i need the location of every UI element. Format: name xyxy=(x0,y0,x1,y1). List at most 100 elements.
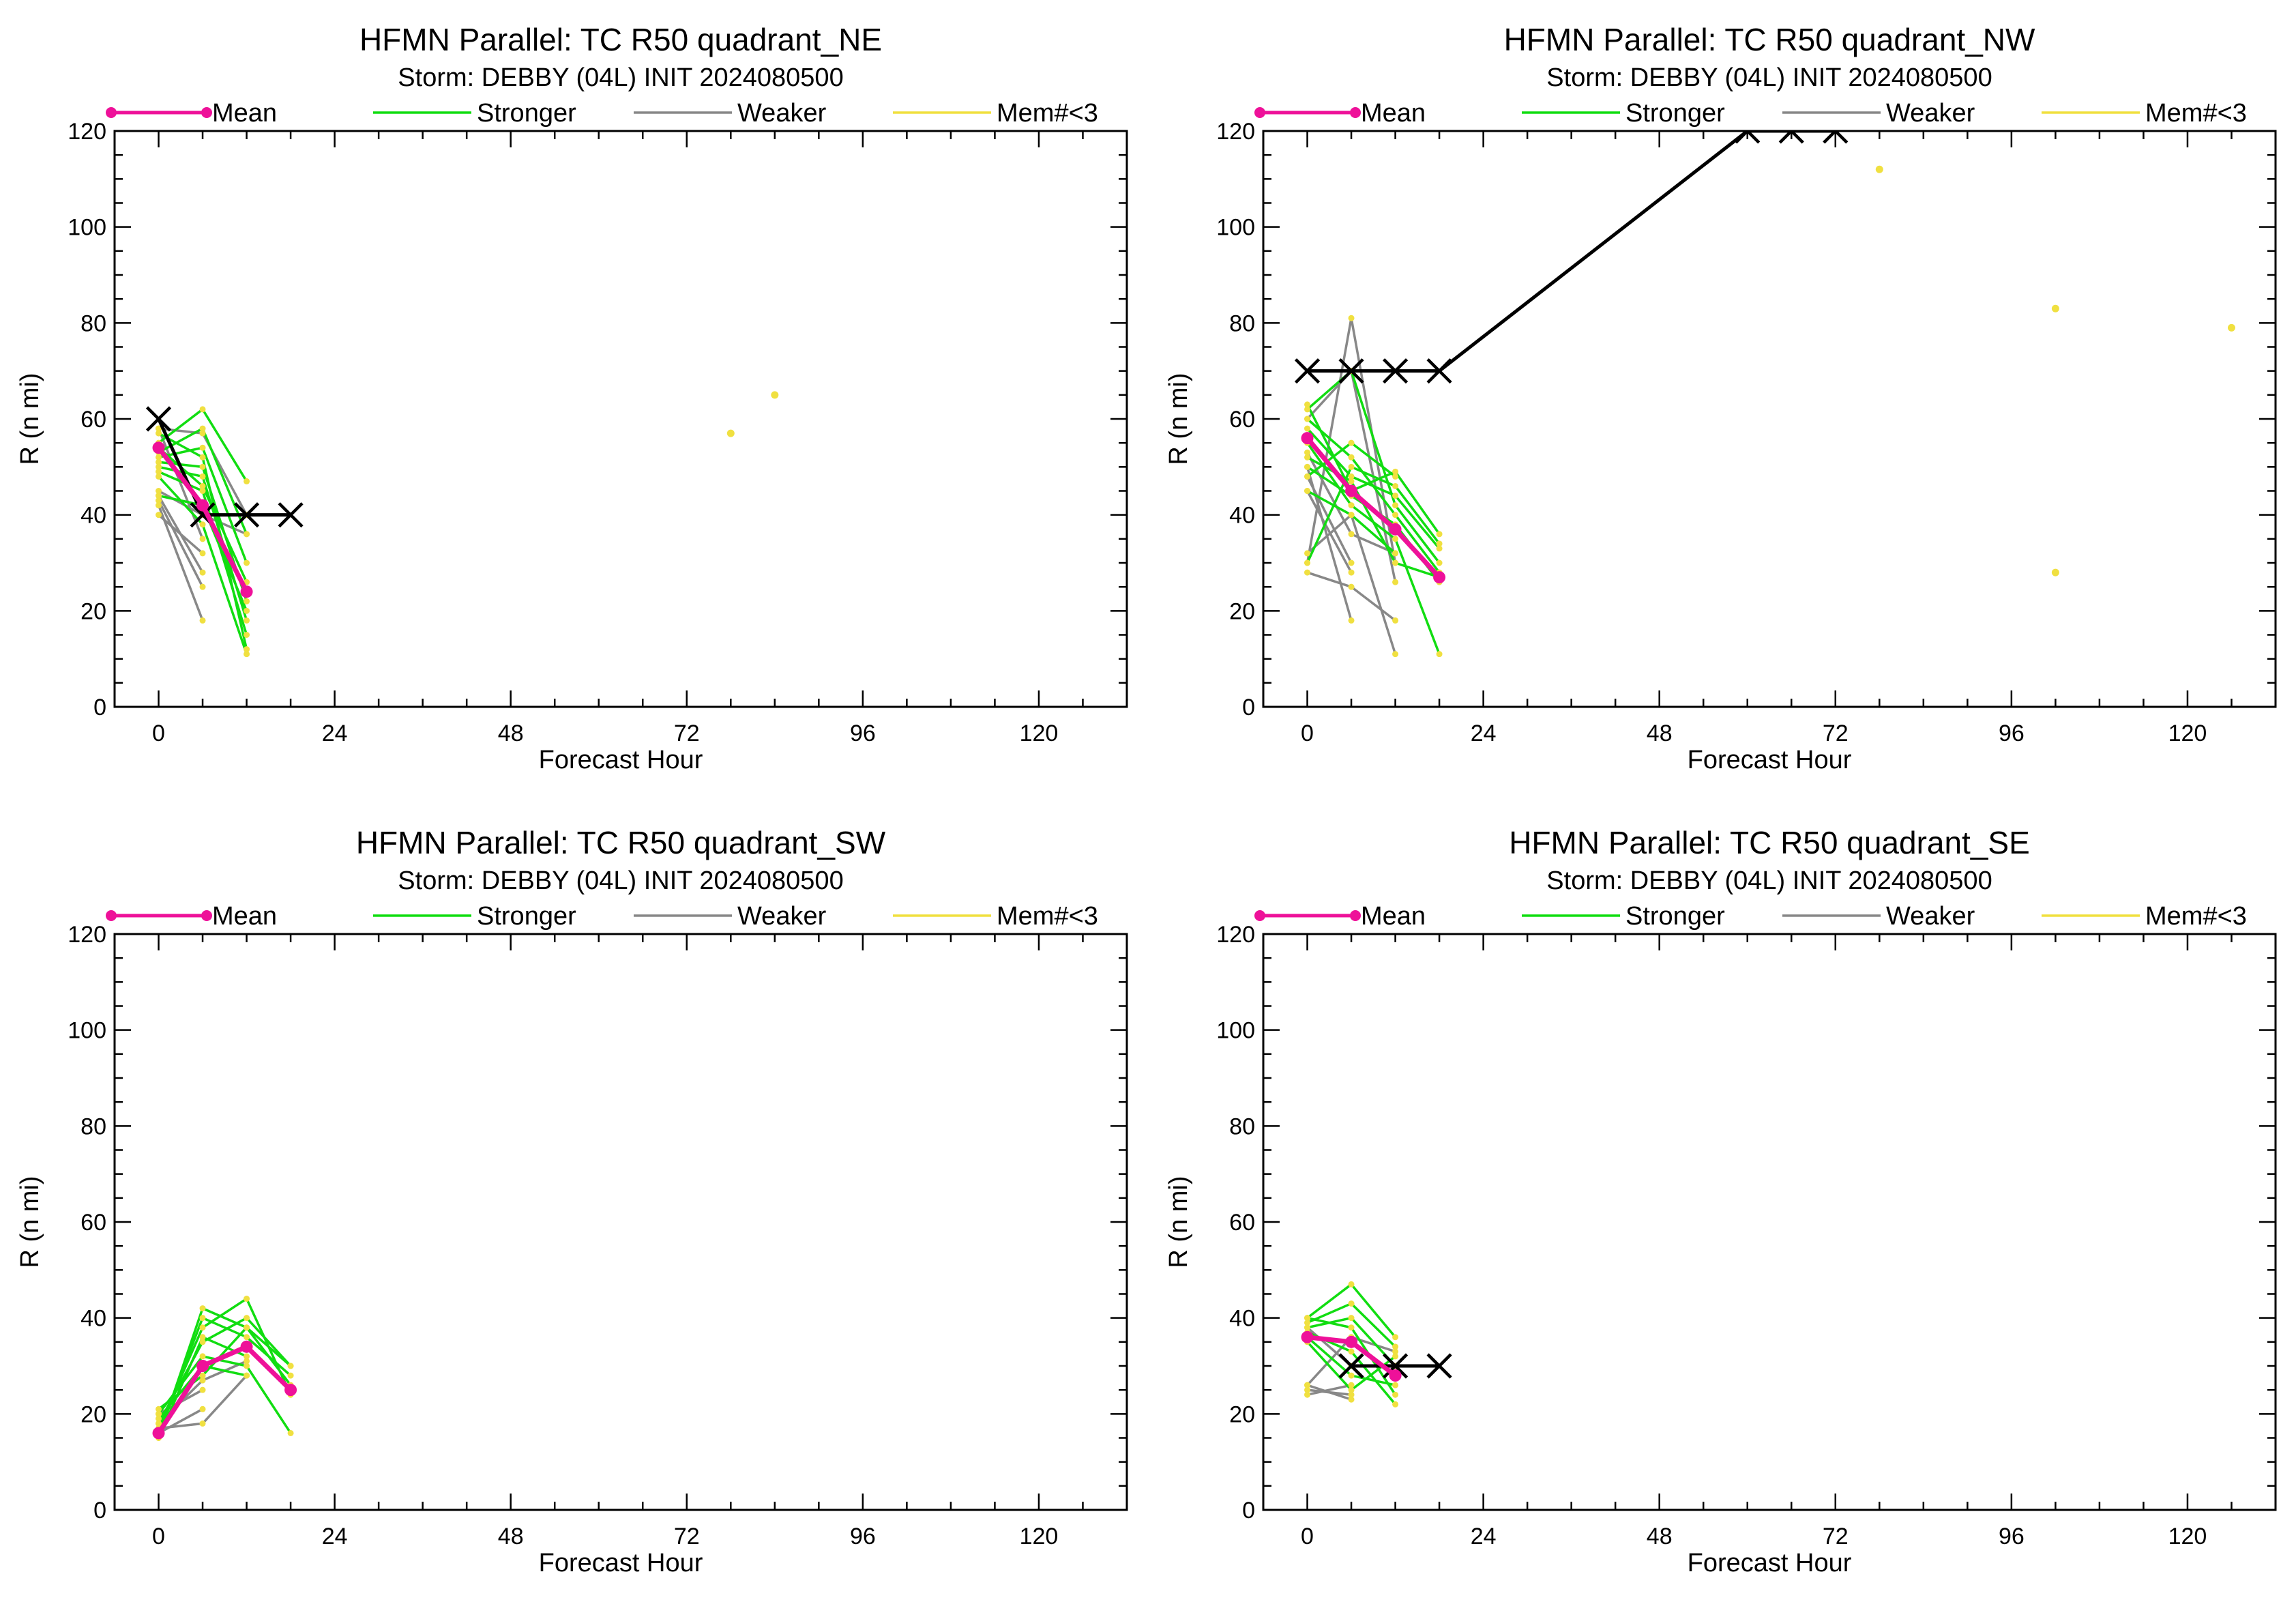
legend-marker-mean xyxy=(1254,107,1265,118)
member-point xyxy=(1348,559,1355,566)
member-point xyxy=(1392,1334,1399,1341)
weaker-member-line xyxy=(1306,1384,1352,1401)
x-tick-label: 0 xyxy=(152,1524,165,1549)
member-point xyxy=(1348,1348,1355,1355)
plot-frame xyxy=(1262,130,2277,708)
x-axis: 0 24 48 72 96 120 Forecast Hour xyxy=(1262,934,2277,1577)
member-point xyxy=(199,569,206,576)
best-track-line xyxy=(157,418,291,517)
member-point xyxy=(1436,545,1443,552)
y-tick-label: 20 xyxy=(80,598,106,624)
member-point xyxy=(1392,512,1399,519)
chart-subtitle: Storm: DEBBY (04L) INIT 2024080500 xyxy=(398,866,843,895)
best-track-marker xyxy=(1426,358,1452,384)
mean-point xyxy=(1345,484,1358,497)
x-tick-label: 24 xyxy=(322,720,348,746)
few-member-point xyxy=(2227,323,2235,332)
y-tick-label: 40 xyxy=(80,503,106,529)
member-point xyxy=(244,1358,250,1365)
x-tick-label: 48 xyxy=(498,1524,524,1549)
x-tick-label: 96 xyxy=(1999,1524,2025,1549)
member-point xyxy=(1436,651,1443,658)
member-point xyxy=(244,1315,250,1322)
best-track-marker xyxy=(1778,131,1804,144)
member-point xyxy=(1304,1386,1311,1393)
member-point xyxy=(156,1406,162,1412)
few-member-point xyxy=(1875,165,1883,173)
best-track-marker xyxy=(1338,358,1364,384)
member-point xyxy=(1348,531,1355,538)
y-tick-label: 0 xyxy=(1242,695,1255,720)
x-tick-label: 120 xyxy=(2168,1524,2207,1549)
member-point xyxy=(199,550,206,557)
y-tick-label: 0 xyxy=(93,1498,106,1524)
y-axis-label: R (n mi) xyxy=(1164,1176,1193,1268)
y-tick-label: 80 xyxy=(80,310,106,336)
member-point xyxy=(156,497,162,504)
x-tick-label: 72 xyxy=(1823,720,1849,746)
best-track-marker xyxy=(1735,131,1761,144)
legend-label-mean: Mean xyxy=(212,902,277,931)
legend-label-mean: Mean xyxy=(212,99,277,128)
y-axis-label: R (n mi) xyxy=(1164,373,1193,465)
x-tick-label: 48 xyxy=(1647,720,1673,746)
legend-marker-mean xyxy=(1254,910,1265,921)
member-point xyxy=(199,1339,206,1345)
x-axis: 0 24 48 72 96 120 Forecast Hour xyxy=(113,131,1128,774)
x-tick-label: 72 xyxy=(674,720,700,746)
member-point xyxy=(1392,468,1399,475)
member-point xyxy=(1348,617,1355,624)
member-point xyxy=(1436,531,1443,538)
member-point xyxy=(1348,502,1355,509)
weaker-member-line xyxy=(1306,490,1353,573)
member-point xyxy=(1304,559,1311,566)
legend-label-stronger: Stronger xyxy=(1625,902,1725,931)
x-tick-label: 24 xyxy=(1471,1524,1497,1549)
member-point xyxy=(199,430,206,437)
member-point xyxy=(287,1429,294,1436)
weaker-member-line xyxy=(157,504,204,622)
member-point xyxy=(199,1372,206,1379)
chart-subtitle: Storm: DEBBY (04L) INIT 2024080500 xyxy=(398,63,843,92)
member-point xyxy=(1392,502,1399,509)
few-member-point xyxy=(2051,304,2059,312)
y-tick-label: 120 xyxy=(1216,119,1255,145)
mean-point xyxy=(152,441,165,454)
x-tick-label: 0 xyxy=(152,720,165,746)
best-track-marker xyxy=(1382,358,1409,384)
member-point xyxy=(244,1372,250,1379)
member-point xyxy=(1304,473,1311,480)
mean-line xyxy=(156,1344,293,1435)
mean-point xyxy=(1301,432,1314,445)
x-axis-label: Forecast Hour xyxy=(539,746,703,774)
member-point xyxy=(1348,1324,1355,1331)
y-tick-label: 80 xyxy=(1229,310,1255,336)
stronger-member-line xyxy=(1306,456,1440,579)
member-point xyxy=(1392,559,1399,566)
member-point xyxy=(1348,1315,1355,1322)
y-axis-label: R (n mi) xyxy=(16,373,44,465)
legend-marker-mean xyxy=(106,910,117,921)
member-point xyxy=(1392,1401,1399,1408)
member-point xyxy=(156,1420,162,1427)
member-point xyxy=(1392,579,1399,585)
member-point xyxy=(244,617,250,624)
mean-point xyxy=(240,585,253,598)
member-point xyxy=(1348,1300,1355,1307)
member-point xyxy=(1304,488,1311,494)
mean-point xyxy=(1389,1369,1402,1382)
member-point xyxy=(156,1410,162,1417)
member-point xyxy=(1392,493,1399,499)
member-point xyxy=(1304,425,1311,432)
best-track-marker xyxy=(278,502,304,528)
member-point xyxy=(1392,651,1399,658)
member-point xyxy=(156,463,162,470)
x-tick-label: 72 xyxy=(674,1524,700,1549)
member-point xyxy=(1304,1382,1311,1388)
stronger-member-line xyxy=(1306,427,1441,550)
y-axis: 0 20 40 60 80 100 120 R (n mi) xyxy=(16,119,1127,720)
chart-title: HFMN Parallel: TC R50 quadrant_SE xyxy=(1509,825,2030,860)
plot-area xyxy=(145,391,779,658)
y-tick-label: 40 xyxy=(1229,503,1255,529)
